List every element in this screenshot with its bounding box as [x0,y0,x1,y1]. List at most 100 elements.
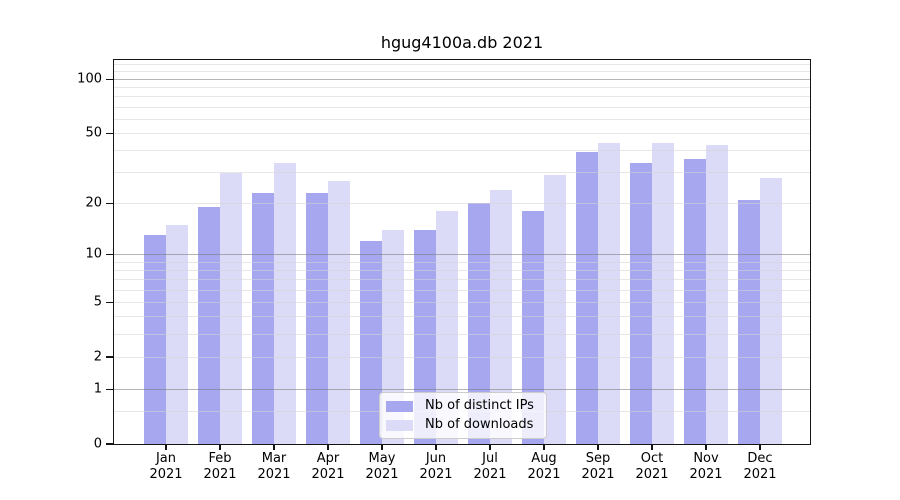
x-label-year-jun: 2021 [419,467,453,482]
x-label-month-feb: Feb [208,451,232,466]
gridline-minor-120 [114,64,810,66]
bar-distinct-ips-jun [414,229,436,444]
gridline-minor-60 [114,118,810,120]
x-tick-may [381,445,383,450]
x-label-month-dec: Dec [747,451,773,466]
x-tick-jul [489,445,491,450]
x-tick-apr [327,445,329,450]
y-tick-label-2: 2 [93,349,102,365]
bar-distinct-ips-jul [468,203,490,444]
bar-distinct-ips-sep [576,152,598,444]
bar-downloads-apr [328,180,350,444]
bar-downloads-sep [598,143,620,444]
x-label-month-apr: Apr [316,451,340,466]
bar-downloads-aug [544,175,566,444]
gridline-minor-70 [114,106,810,108]
x-label-dec: Dec 2021 [743,451,776,483]
x-label-year-oct: 2021 [635,467,669,482]
bar-downloads-jun [436,211,458,444]
legend-swatch-distinct-ips [386,400,413,412]
x-tick-feb [219,445,221,450]
y-tick-label-10: 10 [85,246,102,262]
chart-title: hgug4100a.db 2021 [380,33,544,52]
x-label-month-nov: Nov [693,451,719,466]
bar-downloads-oct [652,143,674,444]
gridline-minor-50 [114,132,810,134]
x-label-month-sep: Sep [585,451,611,466]
x-label-month-oct: Oct [640,451,664,466]
y-tick-20 [106,202,113,205]
bar-downloads-may [382,229,404,444]
y-tick-label-5: 5 [93,294,102,310]
legend: Nb of distinct IPs Nb of downloads [379,392,547,439]
bar-downloads-jan [166,224,188,444]
y-tick-10 [106,253,113,256]
bar-distinct-ips-nov [684,158,706,444]
x-label-nov: Nov 2021 [689,451,722,483]
bar-distinct-ips-mar [252,192,274,444]
x-tick-jan [165,445,167,450]
y-tick-label-100: 100 [77,71,102,87]
gridline-minor-80 [114,96,810,98]
bar-distinct-ips-feb [198,207,220,444]
x-tick-dec [759,445,761,450]
bar-distinct-ips-jan [144,235,166,444]
x-label-year-dec: 2021 [743,467,777,482]
legend-item-downloads: Nb of downloads [386,417,540,433]
bar-downloads-nov [706,144,728,444]
x-label-month-jun: Jun [425,451,447,466]
x-label-aug: Aug 2021 [527,451,560,483]
x-label-year-aug: 2021 [527,467,561,482]
bar-downloads-dec [760,177,782,444]
gridline-minor-110 [114,71,810,73]
y-tick-label-0: 0 [93,436,102,452]
x-label-month-aug: Aug [531,451,557,466]
legend-label-distinct-ips: Nb of distinct IPs [425,398,534,413]
x-label-year-jan: 2021 [149,467,183,482]
x-label-apr: Apr 2021 [311,451,344,483]
legend-swatch-downloads [386,419,413,431]
x-label-year-nov: 2021 [689,467,723,482]
x-label-may: May 2021 [365,451,398,483]
x-label-jun: Jun 2021 [419,451,452,483]
y-tick-2 [106,356,113,358]
x-label-month-may: May [368,451,396,466]
y-tick-label-1: 1 [93,381,102,397]
x-label-year-feb: 2021 [203,467,237,482]
y-tick-label-20: 20 [85,195,102,211]
x-tick-jun [435,445,437,450]
x-label-year-mar: 2021 [257,467,291,482]
y-tick-50 [106,132,113,134]
x-label-year-may: 2021 [365,467,399,482]
y-tick-label-50: 50 [85,125,102,141]
x-label-year-sep: 2021 [581,467,615,482]
bar-distinct-ips-apr [306,192,328,444]
y-axis-labels: 100 50 20 10 5 2 1 0 [0,0,102,500]
x-label-feb: Feb 2021 [203,451,236,483]
y-tick-1 [106,388,113,390]
x-label-month-jul: Jul [482,451,498,466]
x-label-month-jan: Jan [155,451,177,466]
x-tick-sep [597,445,599,450]
x-label-sep: Sep 2021 [581,451,614,483]
x-label-oct: Oct 2021 [635,451,668,483]
x-tick-mar [273,445,275,450]
x-tick-nov [705,445,707,450]
x-label-jul: Jul 2021 [473,451,506,483]
x-tick-oct [651,445,653,450]
x-label-jan: Jan 2021 [149,451,182,483]
bar-downloads-feb [220,172,242,444]
bar-distinct-ips-may [360,241,382,444]
plot-area [114,60,810,444]
x-label-mar: Mar 2021 [257,451,290,483]
gridline-minor-90 [114,86,810,88]
x-label-month-mar: Mar [261,451,287,466]
bar-downloads-mar [274,162,296,444]
bar-distinct-ips-aug [522,211,544,444]
y-tick-100 [106,78,113,80]
bar-distinct-ips-dec [738,199,760,444]
gridline-major-100 [114,78,810,80]
y-tick-0 [106,443,113,445]
y-tick-5 [106,301,113,304]
